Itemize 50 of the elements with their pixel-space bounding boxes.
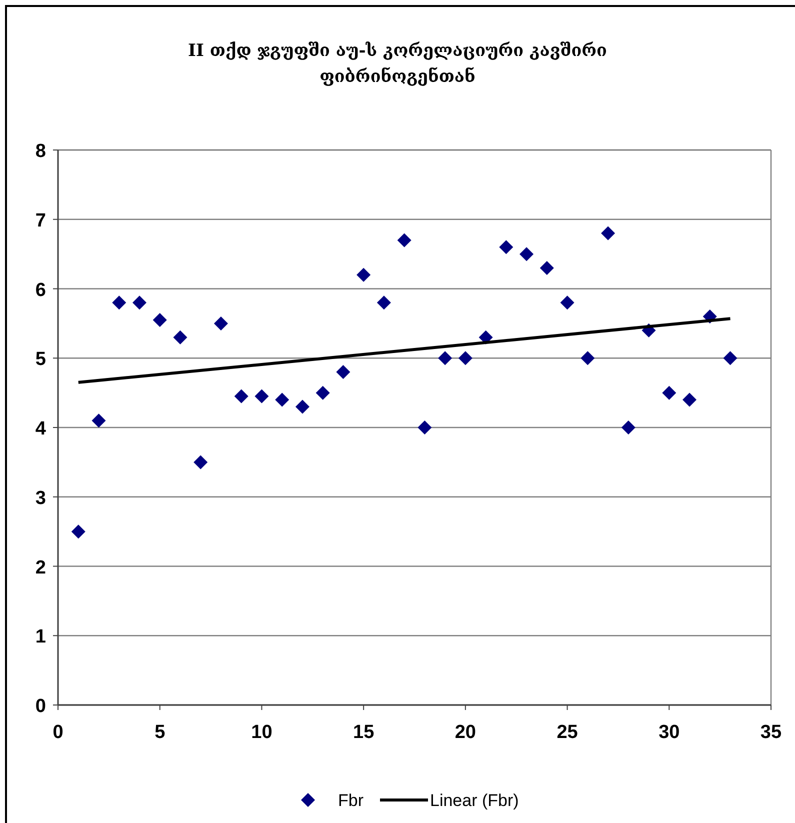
y-tick-label: 6 [35, 280, 46, 301]
point [560, 296, 574, 310]
point [520, 247, 534, 262]
point [418, 420, 432, 434]
chart-title: II თქდ ჯგუფში აუ-ს კორელაციური კავშირი ფიბრინოგენთან [188, 41, 607, 87]
x-tick-label: 30 [658, 722, 680, 743]
point [458, 351, 472, 366]
point [214, 316, 228, 330]
legend-label: Linear (Fbr) [430, 791, 519, 810]
point [92, 414, 106, 428]
y-tick-label: 7 [35, 210, 46, 232]
point [71, 524, 86, 539]
x-tick-label: 0 [52, 722, 64, 743]
x-tick-label: 15 [353, 722, 375, 743]
y-tick-label: 4 [35, 418, 46, 440]
point [723, 351, 738, 366]
x-tick-label: 35 [760, 722, 782, 743]
x-tick-label: 25 [556, 722, 578, 743]
y-tick-label: 0 [35, 696, 46, 717]
y-tick-label: 2 [35, 557, 46, 578]
point [295, 400, 310, 414]
x-tick-label: 10 [251, 722, 272, 743]
point [376, 296, 391, 310]
point [580, 351, 595, 366]
point [540, 260, 554, 275]
x-tick-label: 5 [154, 722, 166, 743]
point [316, 386, 330, 400]
point [397, 233, 412, 248]
point [662, 386, 676, 400]
point [682, 392, 697, 407]
point [254, 389, 269, 404]
point [356, 268, 371, 282]
point [438, 351, 452, 366]
point [152, 312, 167, 327]
y-tick-label: 8 [35, 141, 46, 162]
legend-label: Fbr [338, 791, 364, 810]
point [173, 330, 188, 344]
point [112, 296, 126, 310]
point [275, 392, 290, 407]
point [336, 365, 350, 379]
y-tick-label: 5 [35, 349, 46, 370]
point [194, 455, 208, 470]
point [132, 296, 146, 310]
point [499, 240, 514, 254]
x-tick-label: 20 [454, 722, 476, 743]
point [621, 420, 636, 434]
point [234, 389, 248, 404]
point [601, 226, 616, 240]
y-tick-label: 3 [35, 488, 46, 509]
y-tick-label: 1 [35, 626, 46, 648]
